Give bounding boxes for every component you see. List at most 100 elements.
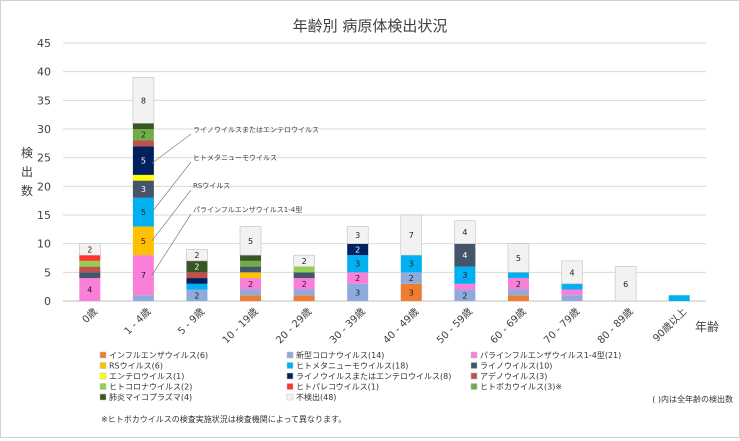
data-label: 5 [516, 254, 521, 263]
data-label: 5 [248, 237, 253, 246]
data-label: 5 [141, 157, 146, 166]
x-tick-label: 60 - 69歳 [488, 306, 529, 347]
data-label: 2 [462, 291, 467, 300]
bar-segment [132, 146, 154, 175]
y-tick-label: 25 [37, 152, 51, 165]
legend-swatch [470, 383, 478, 390]
data-label: 2 [302, 257, 307, 266]
data-label: 5 [141, 208, 146, 217]
bar-segment [293, 289, 315, 296]
data-label: 2 [516, 280, 521, 289]
bar-segment [240, 289, 262, 296]
x-tick-label: 0歳 [80, 306, 100, 326]
y-axis-label: 検出数 [21, 146, 33, 198]
legend-swatch [99, 351, 107, 359]
bar-segment [507, 272, 529, 279]
bar-segment [293, 295, 315, 301]
y-axis-label-char: 出 [21, 165, 33, 179]
bar-segment [561, 289, 583, 296]
legend-swatch [470, 351, 478, 359]
bar-segment [186, 260, 208, 273]
annotation-leader [151, 133, 192, 164]
bar-segment [454, 243, 476, 267]
y-tick-label: 20 [37, 180, 51, 193]
bar-segment [347, 272, 369, 284]
data-label: 3 [409, 260, 414, 269]
legend-swatch [470, 372, 478, 380]
bar-segment [507, 289, 529, 296]
bar-segment [347, 255, 369, 273]
data-label: 2 [141, 131, 146, 140]
annotation-leader [151, 161, 192, 213]
legend-swatch [470, 362, 478, 369]
x-tick-label: 5 - 9歳 [175, 306, 207, 338]
bar-segment [293, 266, 315, 273]
bar-segment [400, 283, 422, 301]
bar-segment [132, 174, 154, 181]
data-label: 6 [623, 280, 628, 289]
legend-swatch [99, 372, 107, 380]
bar-segment [507, 243, 530, 273]
legend-entry: パラインフルエンザウイルス1-4型(21) [480, 351, 621, 360]
bar-segment [454, 283, 476, 290]
bar-segment [132, 140, 154, 147]
bar-segment [293, 278, 315, 290]
bar-segment [132, 123, 154, 129]
y-tick-label: 15 [37, 209, 51, 222]
data-label: 7 [409, 231, 414, 240]
bar-segment [132, 180, 154, 198]
bar-segment [668, 295, 690, 301]
x-axis-label: 年齢 [695, 319, 719, 334]
legend-entry: ヒトボカウイルス(3)※ [480, 383, 562, 392]
legend-entry: ライノウイルスまたはエンテロウイルス(8) [296, 372, 451, 381]
bar-segment [614, 266, 637, 302]
bar-segment [186, 278, 208, 284]
chart-title: 年齢別 病原体検出状況 [293, 17, 448, 35]
bar-segment [79, 255, 101, 261]
data-label: 4 [462, 228, 467, 237]
gridlines [63, 42, 706, 302]
footnote: ※ヒトボカウイルスの検査実施状況は検査機関によって異なります。 [101, 414, 346, 424]
legend-swatch [286, 383, 294, 390]
bar-segment [186, 272, 208, 279]
annotation-label: RSウイルス [193, 182, 230, 190]
y-axis-label-char: 検 [21, 146, 33, 160]
bar-segment [79, 266, 101, 273]
bar-segment [293, 272, 315, 279]
bar-segment [239, 226, 262, 256]
data-label: 2 [194, 291, 199, 300]
legend-entry: 新型コロナウイルス(14) [296, 350, 384, 360]
data-label: 3 [355, 260, 360, 269]
annotation-label: ヒトメタニューモウイルス [193, 153, 277, 162]
legend-entry: ヒトメタニューモウイルス(18) [296, 362, 408, 371]
legend-entry: ライノウイルス(10) [480, 362, 552, 371]
bar-segment [454, 289, 476, 301]
y-tick-label: 40 [37, 66, 51, 79]
y-tick-label: 35 [37, 94, 51, 107]
legend-swatch [99, 383, 107, 390]
data-label: 5 [141, 237, 146, 246]
bar-segment [400, 255, 422, 273]
data-label: 3 [462, 271, 467, 280]
data-label: 2 [87, 245, 92, 254]
bar-segment [186, 289, 208, 301]
bar-segment [79, 260, 101, 267]
y-tick-label: 30 [37, 123, 51, 136]
x-tick-label: 40 - 49歳 [381, 306, 422, 347]
x-tick-label: 90歳以上 [651, 306, 690, 345]
bar-segment [561, 295, 583, 301]
bar-segment [454, 220, 476, 244]
legend-swatch [286, 362, 294, 369]
legend-swatch [286, 351, 294, 359]
bar-segment [132, 129, 154, 141]
legend-entry: 肺炎マイコプラズマ(4) [109, 392, 192, 402]
legend-entry: RSウイルス(6) [109, 362, 163, 371]
bar-segment [240, 295, 262, 301]
legend-entry: インフルエンザウイルス(6) [109, 351, 208, 360]
data-label: 2 [355, 274, 360, 283]
bar-segment [78, 243, 101, 256]
bar-segment [347, 243, 369, 256]
bar-segment [347, 283, 369, 301]
